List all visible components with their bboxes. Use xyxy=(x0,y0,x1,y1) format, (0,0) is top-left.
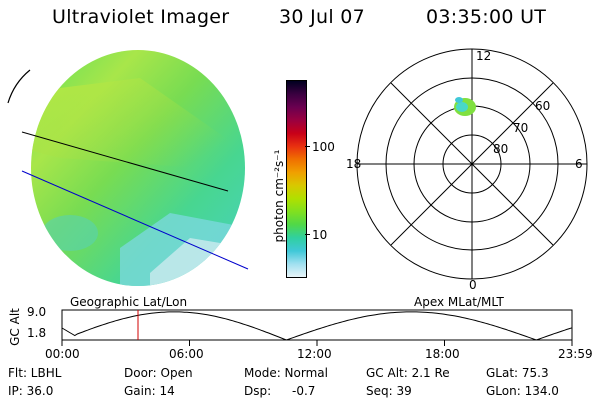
timeline-tick-0000: 00:00 xyxy=(45,347,80,361)
faint-patch xyxy=(42,215,98,251)
colorbar xyxy=(286,80,307,278)
seq-info: Seq: 39 xyxy=(366,384,412,398)
dsp-info-label: Dsp: xyxy=(244,384,272,398)
geo-line-black xyxy=(21,131,229,192)
colorbar-tick-100 xyxy=(305,146,310,147)
mlat-label-80: 80 xyxy=(493,142,508,156)
ip-info: IP: 36.0 xyxy=(8,384,54,398)
mlat-label-60: 60 xyxy=(535,99,550,113)
timeline-tick-1200: 12:00 xyxy=(297,347,332,361)
timeline-tick-1800: 18:00 xyxy=(425,347,460,361)
timeline-frame xyxy=(61,309,573,341)
gain-info: Gain: 14 xyxy=(124,384,175,398)
aurora-patch-tail xyxy=(455,97,463,103)
mode-info: Mode: Normal xyxy=(244,366,328,380)
date-label: 30 Jul 07 xyxy=(279,6,366,28)
glon-info: GLon: 134.0 xyxy=(486,384,559,398)
apex-caption: Apex MLat/MLT xyxy=(414,295,504,309)
mlt-label-0: 0 xyxy=(469,278,477,292)
geographic-caption: Geographic Lat/Lon xyxy=(70,295,188,309)
filter-info: Flt: LBHL xyxy=(8,366,62,380)
aurora-patch-core xyxy=(456,102,468,112)
gc-alt-min-label: 1.8 xyxy=(27,326,47,340)
colorbar-tick-label-10: 10 xyxy=(312,228,328,242)
time-label: 03:35:00 UT xyxy=(426,6,547,28)
mlt-label-18: 18 xyxy=(346,157,361,171)
bright-band xyxy=(31,78,240,168)
mlt-label-12: 12 xyxy=(476,49,491,63)
geographic-image-panel xyxy=(7,50,249,286)
mlt-diagonal-b xyxy=(390,82,554,246)
mlat-label-70: 70 xyxy=(513,121,528,135)
instrument-title: Ultraviolet Imager xyxy=(52,6,230,28)
dsp-info-value: -0.7 xyxy=(292,384,316,398)
timeline-tick-0600: 06:00 xyxy=(169,347,204,361)
altitude-curve xyxy=(61,311,573,341)
polar-grid-panel: 12 18 6 0 60 70 80 xyxy=(346,48,588,292)
mlt-label-6: 6 xyxy=(575,157,583,171)
colorbar-tick-label-100: 100 xyxy=(312,140,335,154)
limb-arc xyxy=(7,69,31,104)
colorbar-label: photon cm⁻²s⁻¹ xyxy=(272,149,286,243)
geo-line-blue xyxy=(21,170,249,270)
timeline-tick-2359: 23:59 xyxy=(558,347,593,361)
glat-info: GLat: 75.3 xyxy=(486,366,549,380)
gc-alt-info: GC Alt: 2.1 Re xyxy=(366,366,450,380)
gc-alt-axis-label: GC Alt xyxy=(8,308,22,346)
gc-alt-max-label: 9.0 xyxy=(27,305,47,319)
altitude-timeline xyxy=(61,309,573,346)
door-info: Door: Open xyxy=(124,366,193,380)
colorbar-tick-10 xyxy=(305,234,310,235)
